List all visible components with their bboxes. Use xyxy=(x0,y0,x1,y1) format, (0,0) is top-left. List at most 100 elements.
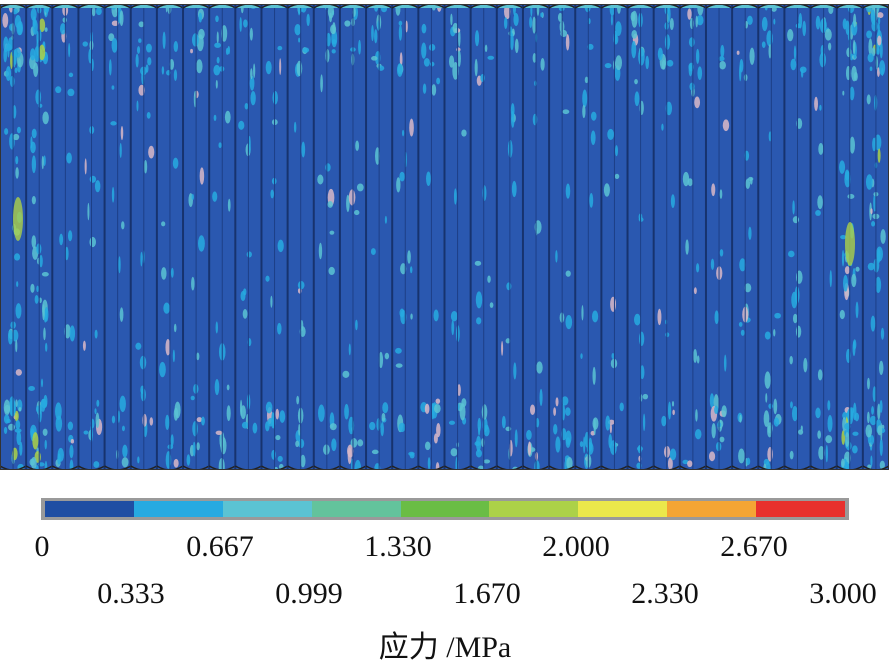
stress-spot xyxy=(638,47,645,66)
stress-spot xyxy=(792,200,795,215)
stress-spot xyxy=(721,405,727,418)
stress-spot xyxy=(844,266,850,275)
stress-spot xyxy=(478,426,481,436)
stress-spot xyxy=(59,23,66,35)
stress-spot xyxy=(42,304,45,321)
corrugation-crest xyxy=(104,465,132,470)
stress-spot xyxy=(265,275,270,282)
stress-spot xyxy=(294,24,301,36)
stress-spot xyxy=(448,420,456,425)
stress-spot xyxy=(320,74,323,93)
corrugation-crest xyxy=(339,465,367,470)
stress-spot xyxy=(869,66,873,72)
stress-spot xyxy=(108,33,115,42)
stress-spot xyxy=(689,82,695,91)
stress-spot xyxy=(271,411,275,429)
stress-spot xyxy=(634,78,638,85)
stress-spot xyxy=(378,351,384,369)
corrugation-crest xyxy=(470,465,498,470)
stress-spot xyxy=(295,440,300,448)
stress-spot xyxy=(38,18,46,32)
stress-spot xyxy=(475,291,483,309)
stress-spot xyxy=(849,86,855,101)
stress-spot xyxy=(844,461,850,470)
stress-spot xyxy=(325,49,330,63)
stress-spot xyxy=(218,142,222,149)
stress-spot xyxy=(331,438,337,452)
stress-spot xyxy=(369,421,376,431)
corrugation-crest xyxy=(0,465,27,470)
stress-spot xyxy=(800,425,803,432)
stress-spot xyxy=(768,403,773,409)
stress-spot xyxy=(117,410,120,423)
stress-spot xyxy=(31,235,37,249)
stress-spot xyxy=(356,183,364,192)
stress-spot xyxy=(216,31,219,44)
stress-spot xyxy=(407,250,411,264)
stress-spot xyxy=(279,410,286,423)
stress-spot xyxy=(510,32,514,51)
corrugation-crest xyxy=(574,465,602,470)
stress-spot xyxy=(565,407,571,416)
stress-spot xyxy=(709,393,715,408)
stress-spot xyxy=(827,42,832,51)
colorbar-label: 应力 /MPa xyxy=(378,631,512,664)
stress-spot xyxy=(561,396,569,406)
stress-spot xyxy=(609,423,612,434)
stress-spot xyxy=(2,13,9,28)
stress-spot xyxy=(119,143,122,158)
stress-spot xyxy=(70,438,75,444)
stress-spot xyxy=(215,15,219,23)
stress-spot xyxy=(487,275,491,283)
stress-spot xyxy=(459,403,466,421)
stress-spot xyxy=(354,209,360,216)
stress-spot xyxy=(489,302,494,308)
stress-spot xyxy=(326,32,331,47)
stress-spot xyxy=(19,441,23,456)
stress-spot xyxy=(867,53,874,63)
stress-spot xyxy=(875,276,882,294)
stress-spot xyxy=(398,20,403,26)
stress-spot xyxy=(877,12,884,19)
stress-spot xyxy=(484,44,488,53)
stress-spot xyxy=(301,141,306,158)
stress-spot xyxy=(163,302,170,314)
stress-spot xyxy=(714,405,719,415)
stress-spot xyxy=(565,270,571,277)
stress-spot xyxy=(348,343,351,356)
stress-spot xyxy=(111,20,119,27)
stress-spot xyxy=(851,273,857,288)
stress-spot xyxy=(819,52,827,68)
stress-spot xyxy=(748,176,754,182)
stress-spot xyxy=(34,294,39,304)
stress-spot xyxy=(765,393,768,403)
stress-spot xyxy=(174,401,181,419)
stress-spot xyxy=(212,191,218,202)
stress-spot xyxy=(161,66,165,75)
stress-spot xyxy=(371,449,379,455)
stress-spot xyxy=(536,361,543,374)
corrugation-crest xyxy=(156,465,184,470)
stress-spot xyxy=(67,88,75,97)
stress-spot xyxy=(825,435,833,444)
stress-spot xyxy=(421,42,427,59)
corrugation-crest xyxy=(784,465,811,470)
stress-spot xyxy=(634,91,640,107)
stress-spot xyxy=(880,327,885,340)
stress-spot xyxy=(191,276,195,291)
stress-spot xyxy=(399,171,405,182)
stress-spot xyxy=(355,140,360,151)
stress-spot xyxy=(664,34,671,50)
plot-border xyxy=(0,4,889,470)
corrugation-crest xyxy=(234,465,262,470)
stress-spot xyxy=(526,429,532,440)
stress-spot xyxy=(173,458,179,468)
stress-spot xyxy=(430,61,435,67)
colorbar-tick: 0.667 xyxy=(186,530,254,563)
stress-spot xyxy=(68,72,74,78)
stress-spot xyxy=(82,340,86,351)
stress-spot xyxy=(527,441,532,456)
colorbar-segment xyxy=(756,501,846,517)
stress-spot xyxy=(825,445,828,463)
stress-spot xyxy=(3,426,8,434)
